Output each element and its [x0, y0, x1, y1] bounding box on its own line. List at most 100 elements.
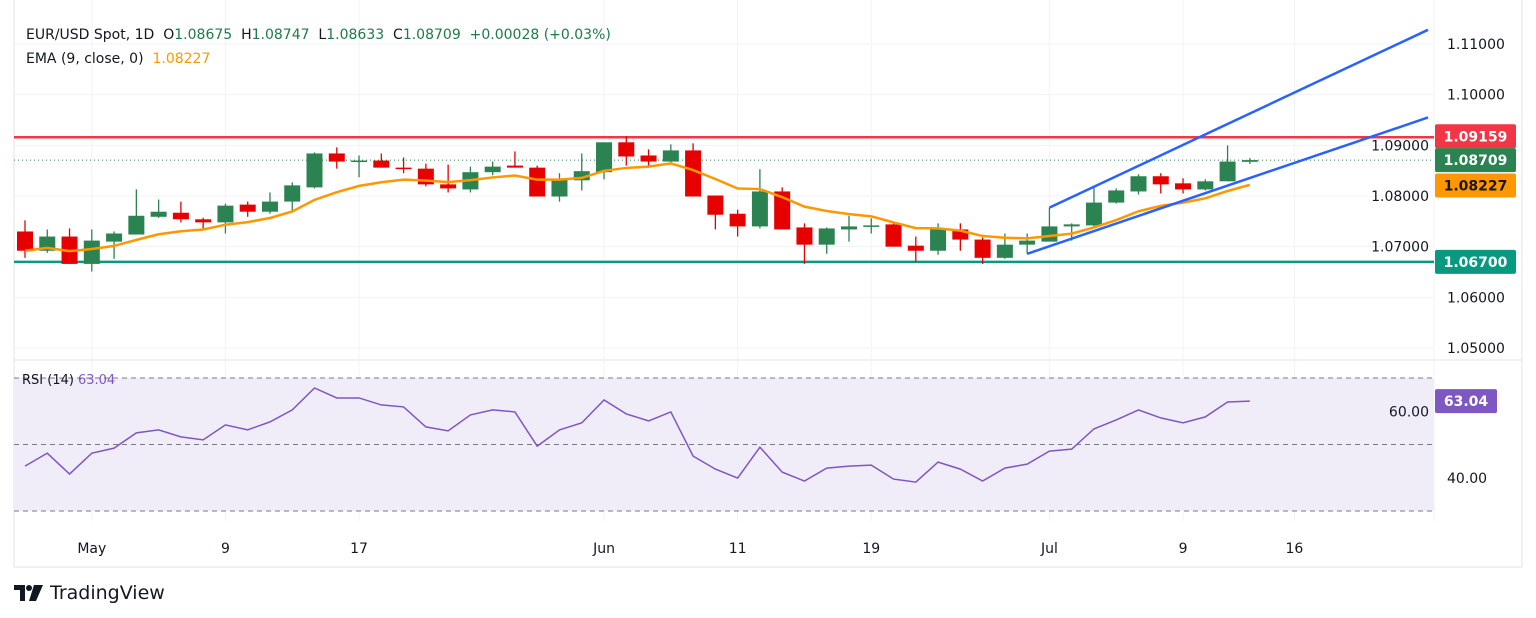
rsi-badge-label: 63.04 — [1444, 394, 1489, 410]
price-tick-label: 1.08000 — [1371, 189, 1429, 205]
candle-down[interactable] — [172, 212, 189, 220]
time-tick-label: 19 — [862, 541, 880, 557]
low-label: L — [318, 27, 327, 43]
candle-down[interactable] — [774, 191, 791, 230]
candle-up[interactable] — [128, 215, 145, 235]
candle-down[interactable] — [952, 229, 969, 240]
price-tick-label: 1.10000 — [1447, 88, 1505, 104]
rsi-legend[interactable]: RSI (14) 63.04 — [22, 373, 115, 388]
candle-down[interactable] — [395, 167, 412, 170]
candle-up[interactable] — [1063, 224, 1080, 227]
candle-up[interactable] — [863, 225, 880, 227]
candle-down[interactable] — [685, 150, 702, 197]
close-label: C — [393, 27, 403, 43]
candle-down[interactable] — [1175, 183, 1192, 190]
candle-down[interactable] — [239, 204, 256, 212]
price-tick-label: 1.07000 — [1371, 240, 1429, 256]
candle-up[interactable] — [662, 150, 679, 162]
candle-up[interactable] — [596, 142, 613, 173]
candle-down[interactable] — [729, 213, 746, 227]
candle-up[interactable] — [573, 171, 590, 181]
candle-up[interactable] — [840, 226, 857, 230]
candle-down[interactable] — [640, 155, 657, 162]
price-tick-label: 1.09000 — [1371, 138, 1429, 154]
time-tick-label: 11 — [729, 541, 747, 557]
open-label: O — [163, 27, 175, 43]
candle-up[interactable] — [284, 185, 301, 202]
trendlines[interactable] — [1026, 28, 1429, 255]
candle-up[interactable] — [930, 229, 947, 251]
ema-badge — [1435, 173, 1516, 198]
candle-up[interactable] — [1219, 161, 1236, 182]
close-value: 1.08709 — [402, 27, 461, 43]
candle-up[interactable] — [1108, 190, 1125, 203]
ema-layer — [24, 162, 1251, 253]
price-tick-label: 1.05000 — [1447, 341, 1505, 357]
ema-line[interactable] — [24, 162, 1251, 253]
candle-up[interactable] — [1085, 202, 1102, 226]
brand-name: TradingView — [50, 582, 165, 604]
candle-down[interactable] — [440, 184, 457, 189]
time-tick-label: May — [77, 541, 106, 557]
time-tick-label: 9 — [221, 541, 230, 557]
candle-up[interactable] — [306, 153, 323, 188]
candle-up[interactable] — [1197, 181, 1214, 190]
candle-down[interactable] — [506, 165, 523, 168]
candle-down[interactable] — [796, 227, 813, 245]
candle-down[interactable] — [707, 195, 724, 215]
candle-down[interactable] — [328, 153, 345, 162]
rsi-tick-label: 40.00 — [1447, 471, 1487, 487]
ema-legend[interactable]: EMA (9, close, 0) 1.08227 — [26, 51, 210, 67]
time-tick-label: 9 — [1179, 541, 1188, 557]
last-price-badge — [1435, 148, 1516, 173]
rsi-label: RSI (14) — [22, 373, 74, 388]
upper-channel-trendline[interactable] — [1048, 28, 1429, 209]
rsi-value: 63.04 — [77, 373, 116, 388]
candle-down[interactable] — [1152, 176, 1169, 185]
candle-up[interactable] — [150, 211, 167, 217]
candle-up[interactable] — [217, 205, 234, 223]
candle-up[interactable] — [818, 228, 835, 245]
time-tick-label: 16 — [1285, 541, 1303, 557]
candle-up[interactable] — [1019, 240, 1036, 245]
candle-up[interactable] — [551, 179, 568, 197]
rsi-line[interactable] — [24, 387, 1250, 483]
time-tick-label: Jul — [1040, 541, 1058, 557]
symbol-title: EUR/USD Spot, 1D — [26, 27, 155, 43]
candle-down[interactable] — [907, 245, 924, 251]
candle-up[interactable] — [106, 233, 123, 242]
candle-down[interactable] — [618, 142, 635, 157]
candle-up[interactable] — [351, 160, 368, 163]
rsi-tick-label: 60.00 — [1389, 404, 1429, 420]
candle-down[interactable] — [885, 224, 902, 247]
candle-down[interactable] — [17, 231, 33, 251]
candle-up[interactable] — [1241, 160, 1258, 162]
candle-up[interactable] — [1130, 176, 1147, 192]
price-tick-label: 1.06000 — [1447, 290, 1505, 306]
time-tick-label: Jun — [592, 541, 615, 557]
support-badge-label: 1.06700 — [1444, 255, 1508, 271]
candle-up[interactable] — [83, 240, 100, 264]
candle-up[interactable] — [996, 244, 1013, 258]
candle-up[interactable] — [1041, 226, 1058, 242]
ema-label: EMA (9, close, 0) — [26, 51, 144, 67]
candles — [17, 136, 1258, 272]
open-value: 1.08675 — [174, 27, 233, 43]
symbol-legend[interactable]: EUR/USD Spot, 1D O1.08675 H1.08747 L1.08… — [26, 27, 611, 43]
candle-down[interactable] — [195, 219, 212, 223]
last-price-badge-label: 1.08709 — [1444, 153, 1508, 169]
candle-up[interactable] — [261, 201, 278, 212]
candle-up[interactable] — [484, 166, 501, 173]
axes: 1.11000 1.10000 1.09000 1.08000 1.07000 1.060… — [77, 37, 1505, 557]
support-badge — [1435, 249, 1516, 274]
candle-down[interactable] — [529, 167, 546, 197]
resistance-badge — [1435, 124, 1516, 149]
candle-down[interactable] — [974, 239, 991, 258]
rsi-band — [14, 377, 1434, 512]
candle-down[interactable] — [373, 160, 390, 168]
tradingview-logo[interactable]: TradingView — [14, 582, 165, 604]
horizontal-levels — [14, 136, 1434, 264]
candle-up[interactable] — [751, 191, 768, 227]
lower-channel-trendline[interactable] — [1026, 116, 1429, 255]
